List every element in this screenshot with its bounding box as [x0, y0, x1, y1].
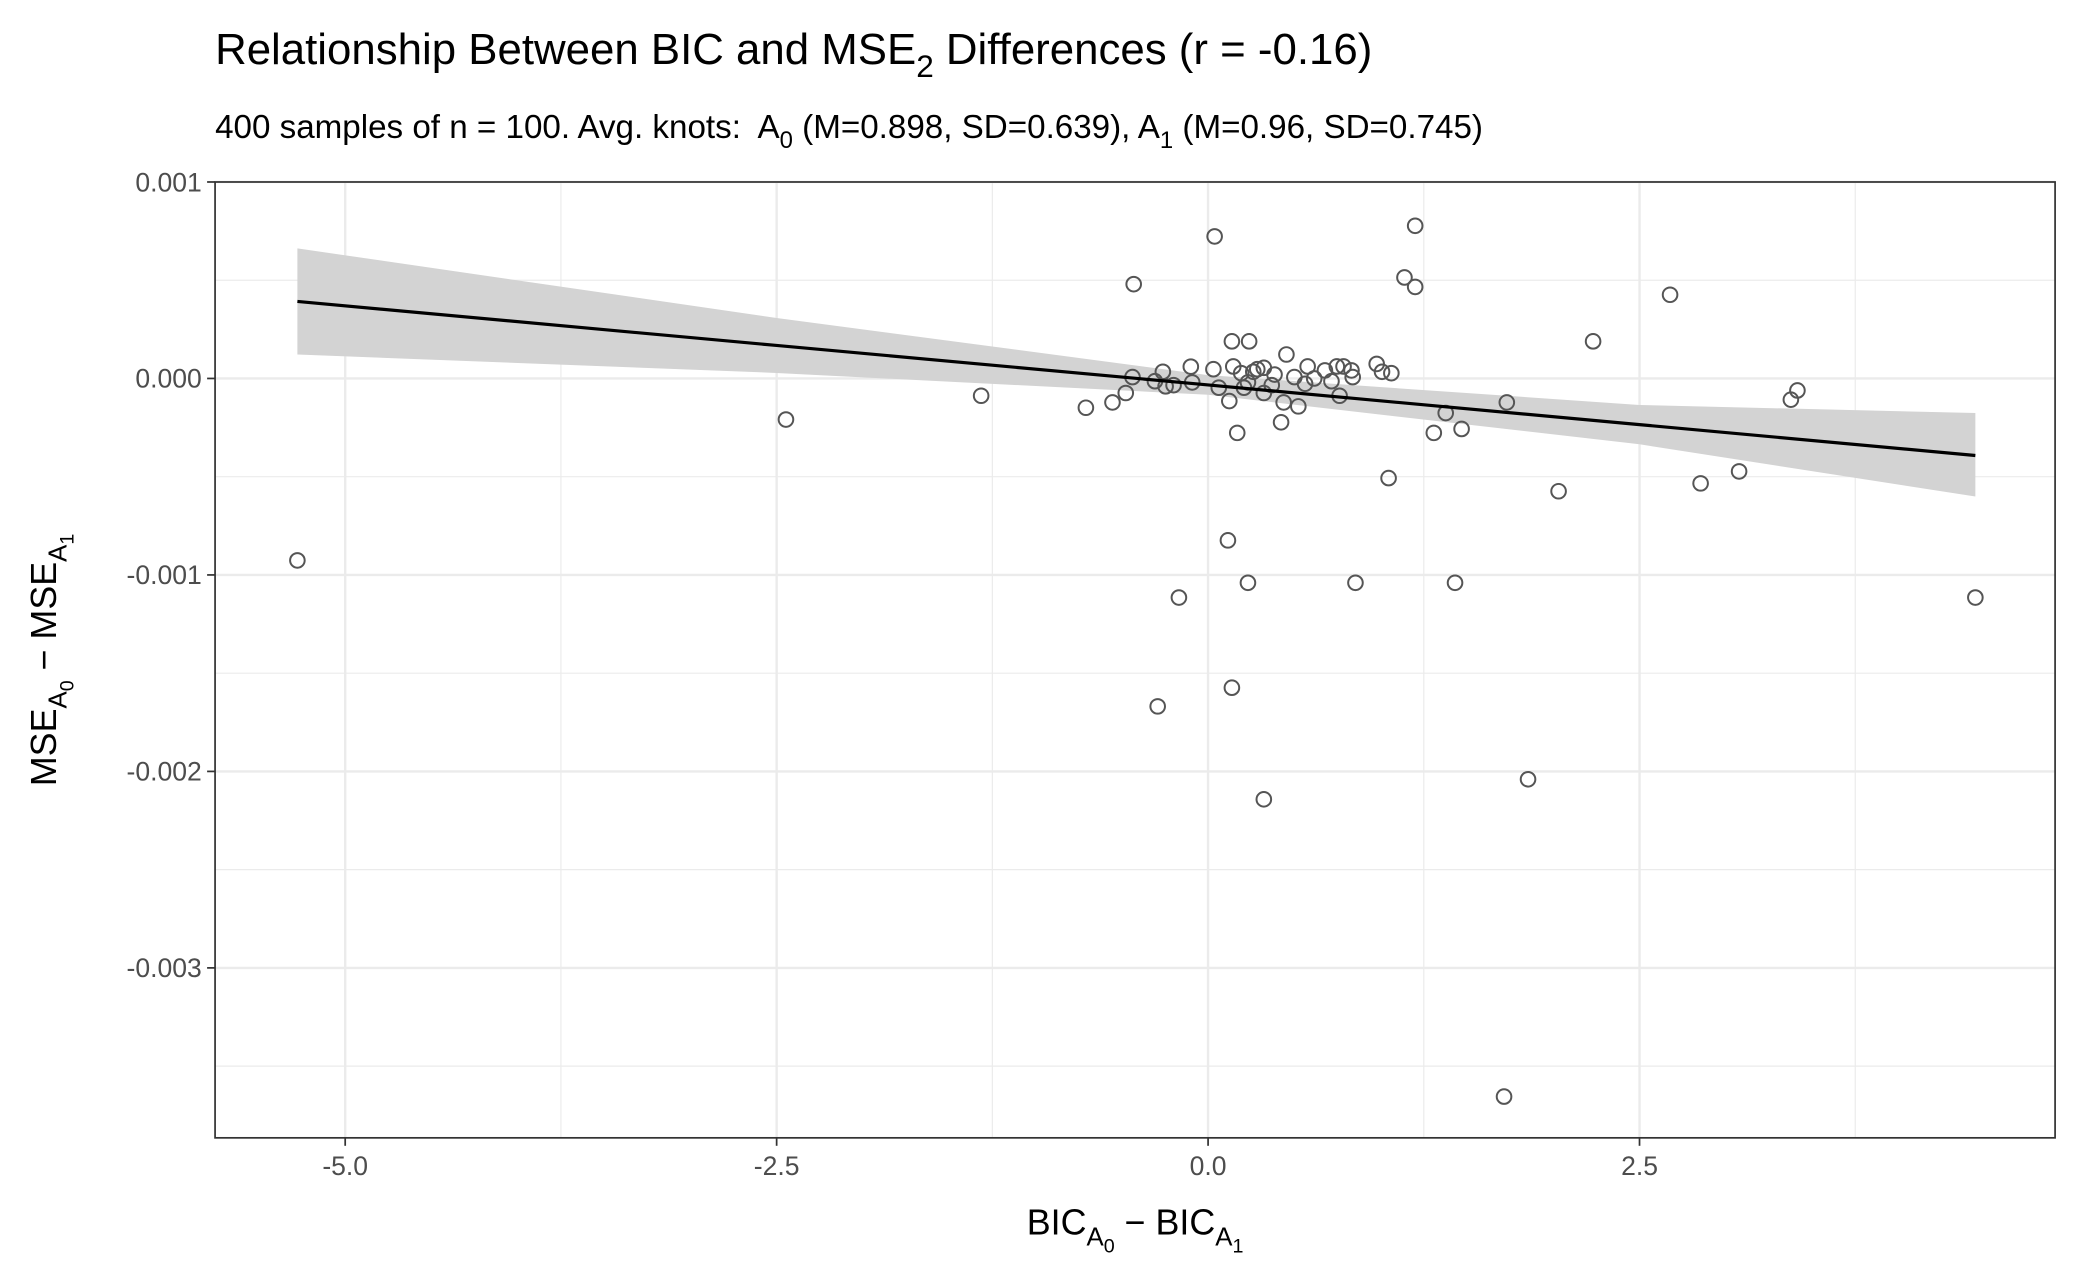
point	[1373, 363, 1391, 381]
chart-subtitle: 400 samples of n = 100. Avg. knots: A0 (…	[215, 109, 1483, 154]
x-axis-label-part: BIC	[1027, 1203, 1087, 1243]
point	[1182, 358, 1200, 375]
point	[1380, 469, 1397, 487]
chart-title: Relationship Between BIC and MSE2 Differ…	[215, 25, 1372, 84]
panel-border	[214, 181, 2056, 1139]
chart-subtitle-part: (M=0.898, SD=0.639), A	[793, 109, 1161, 146]
point	[1383, 364, 1400, 382]
y-axis-label-part: MSE	[24, 709, 64, 787]
point	[1244, 363, 1262, 381]
point	[1125, 275, 1142, 293]
point	[1344, 368, 1361, 386]
point	[1219, 532, 1237, 549]
point	[1343, 362, 1360, 379]
confidence-band	[297, 248, 1976, 497]
point	[1275, 394, 1292, 411]
point	[1305, 370, 1323, 387]
point	[1104, 394, 1121, 411]
y-tick-label: 0.001	[135, 167, 201, 197]
point	[1157, 378, 1174, 395]
point	[1425, 424, 1443, 442]
point	[1248, 360, 1266, 378]
point	[1149, 698, 1166, 715]
y-axis-label-part: 0	[57, 680, 79, 691]
x-axis-label-part: A	[1215, 1224, 1233, 1252]
point	[1117, 384, 1135, 402]
chart-title-part: Differences (r = -0.16)	[934, 25, 1373, 74]
point	[1498, 394, 1516, 411]
point	[1165, 376, 1182, 394]
y-tick-label: -0.003	[127, 953, 202, 983]
point	[1661, 286, 1679, 304]
chart-subtitle-part: 1	[1160, 127, 1173, 154]
point	[1223, 679, 1241, 697]
point	[1692, 475, 1709, 492]
point	[1206, 228, 1223, 245]
y-axis-label-part: A	[45, 691, 73, 709]
y-axis-label-part: 1	[57, 534, 79, 545]
x-tick-label: -2.5	[754, 1151, 800, 1181]
point	[1782, 391, 1800, 408]
point	[1296, 375, 1314, 393]
point	[1170, 589, 1188, 606]
y-tick-label: 0.000	[135, 364, 201, 394]
x-tick-label: 0.0	[1190, 1151, 1227, 1181]
point	[1453, 420, 1470, 438]
point	[1255, 791, 1273, 808]
chart-title-part: 2	[916, 48, 934, 84]
y-tick-label: -0.001	[127, 560, 202, 590]
point	[1263, 376, 1281, 394]
point	[1228, 424, 1246, 442]
x-tick-label: 2.5	[1621, 1151, 1658, 1181]
point	[1406, 217, 1424, 235]
point	[1347, 574, 1364, 592]
chart-subtitle-part: (M=0.96, SD=0.745)	[1173, 109, 1483, 146]
y-axis-label-part: A	[45, 544, 73, 562]
point	[1223, 333, 1241, 350]
point	[289, 552, 306, 569]
point	[1266, 366, 1283, 383]
x-axis-label-part: A	[1086, 1224, 1104, 1252]
point	[1967, 589, 1984, 606]
point	[1077, 399, 1095, 417]
point	[1290, 398, 1307, 415]
chart-subtitle-part: 0	[780, 127, 793, 154]
point	[1550, 482, 1567, 500]
point	[1335, 358, 1352, 375]
chart-subtitle-part: 400 samples of n = 100. Avg. knots: A	[215, 109, 780, 146]
y-axis-label-part: − MSE	[24, 562, 64, 680]
y-tick-label: -0.002	[127, 757, 202, 787]
point	[1446, 574, 1464, 592]
point	[972, 387, 990, 405]
point	[1730, 463, 1748, 480]
point	[1584, 333, 1602, 350]
point	[1519, 770, 1537, 788]
point	[1205, 360, 1222, 378]
point	[1323, 372, 1340, 390]
point	[777, 411, 795, 428]
y-axis-label: MSEA0 − MSEA1	[24, 534, 79, 787]
point	[1406, 278, 1424, 296]
x-axis-label-part: − BIC	[1115, 1203, 1216, 1243]
x-axis-label: BICA0 − BICA1	[1027, 1203, 1244, 1258]
point	[1272, 413, 1290, 431]
point	[1278, 346, 1295, 363]
point	[1240, 333, 1258, 350]
point	[1396, 269, 1413, 286]
x-tick-label: -5.0	[322, 1151, 368, 1181]
point	[1221, 392, 1238, 410]
point	[1328, 358, 1346, 375]
chart-title-part: Relationship Between BIC and MSE	[215, 25, 916, 74]
x-axis-label-part: 1	[1232, 1236, 1243, 1258]
x-axis-label-part: 0	[1104, 1236, 1115, 1258]
point	[1239, 574, 1257, 592]
fit-line	[297, 299, 1976, 458]
point	[1495, 1088, 1513, 1105]
